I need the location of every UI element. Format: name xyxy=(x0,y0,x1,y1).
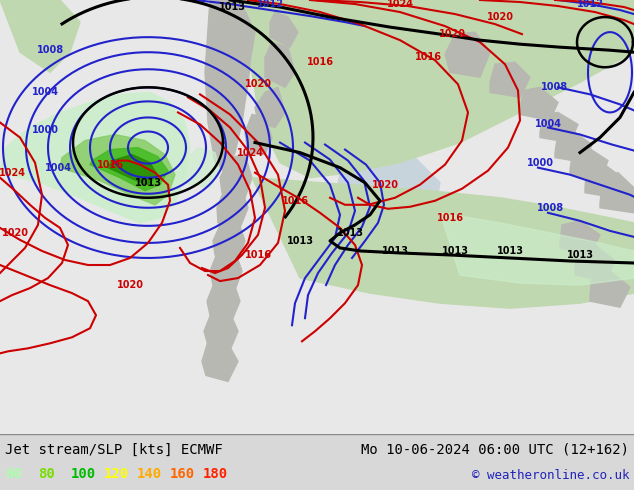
Polygon shape xyxy=(555,130,592,163)
Polygon shape xyxy=(202,338,238,381)
Text: 1000: 1000 xyxy=(526,158,553,168)
Polygon shape xyxy=(0,0,634,434)
Polygon shape xyxy=(213,218,245,260)
Text: 1020: 1020 xyxy=(486,12,514,22)
Text: 1020: 1020 xyxy=(1,228,29,238)
Text: 1016: 1016 xyxy=(306,57,333,67)
Polygon shape xyxy=(220,154,252,198)
Text: © weatheronline.co.uk: © weatheronline.co.uk xyxy=(472,469,629,483)
Text: 1013: 1013 xyxy=(382,246,408,256)
Text: 1004: 1004 xyxy=(534,120,562,129)
Polygon shape xyxy=(585,163,622,198)
Polygon shape xyxy=(590,271,630,307)
Text: 1016: 1016 xyxy=(281,196,309,206)
Text: 1024: 1024 xyxy=(236,147,264,158)
Text: 60: 60 xyxy=(5,467,22,481)
Text: 1013: 1013 xyxy=(219,2,245,12)
Polygon shape xyxy=(330,143,440,238)
Polygon shape xyxy=(182,147,220,188)
Polygon shape xyxy=(108,154,157,185)
Polygon shape xyxy=(205,0,252,172)
Polygon shape xyxy=(245,0,634,178)
Polygon shape xyxy=(520,87,558,121)
Text: 1013: 1013 xyxy=(337,228,363,238)
Text: 1024: 1024 xyxy=(387,0,413,9)
Text: 120: 120 xyxy=(104,467,129,481)
Polygon shape xyxy=(204,308,238,350)
Text: 160: 160 xyxy=(170,467,195,481)
Polygon shape xyxy=(265,42,295,87)
Text: 1013: 1013 xyxy=(134,178,162,188)
Text: 1012: 1012 xyxy=(257,0,283,9)
Polygon shape xyxy=(270,12,298,47)
Text: 1008: 1008 xyxy=(541,82,569,92)
Text: 140: 140 xyxy=(137,467,162,481)
Text: 1013: 1013 xyxy=(287,236,313,246)
Polygon shape xyxy=(440,213,634,285)
Polygon shape xyxy=(60,135,175,205)
Polygon shape xyxy=(245,115,272,154)
Polygon shape xyxy=(540,112,578,143)
Polygon shape xyxy=(215,0,255,73)
Polygon shape xyxy=(90,147,168,191)
Polygon shape xyxy=(217,185,248,228)
Text: 180: 180 xyxy=(203,467,228,481)
Polygon shape xyxy=(560,0,634,42)
Polygon shape xyxy=(600,172,634,213)
Text: 1004: 1004 xyxy=(32,87,58,98)
Polygon shape xyxy=(207,278,240,320)
Polygon shape xyxy=(570,147,608,181)
Text: 80: 80 xyxy=(38,467,55,481)
Polygon shape xyxy=(252,178,634,308)
Text: 1013: 1013 xyxy=(496,246,524,256)
Polygon shape xyxy=(210,248,242,290)
Polygon shape xyxy=(255,87,285,127)
Text: 1008: 1008 xyxy=(536,203,564,213)
Polygon shape xyxy=(0,92,190,223)
Text: 1004: 1004 xyxy=(44,163,72,172)
Text: 1013: 1013 xyxy=(441,246,469,256)
Text: 1000: 1000 xyxy=(32,125,58,136)
Polygon shape xyxy=(575,245,615,281)
Text: 1020: 1020 xyxy=(245,79,271,89)
Text: Mo 10-06-2024 06:00 UTC (12+162): Mo 10-06-2024 06:00 UTC (12+162) xyxy=(361,443,629,457)
Text: 100: 100 xyxy=(71,467,96,481)
Polygon shape xyxy=(560,221,600,255)
Text: 1013: 1013 xyxy=(567,250,593,260)
Text: 1020: 1020 xyxy=(372,180,399,190)
Polygon shape xyxy=(0,0,80,73)
Text: 1020: 1020 xyxy=(117,280,143,290)
Text: 1024: 1024 xyxy=(0,168,25,178)
Text: 1016: 1016 xyxy=(245,250,271,260)
Text: 1020: 1020 xyxy=(439,29,465,39)
Text: 1008: 1008 xyxy=(36,45,63,55)
Text: 1016: 1016 xyxy=(96,160,124,170)
Text: 1012: 1012 xyxy=(576,0,604,9)
Text: 1016: 1016 xyxy=(436,213,463,223)
Text: 1016: 1016 xyxy=(415,52,441,62)
Polygon shape xyxy=(445,32,490,77)
Text: Jet stream/SLP [kts] ECMWF: Jet stream/SLP [kts] ECMWF xyxy=(5,443,223,457)
Polygon shape xyxy=(490,62,530,98)
